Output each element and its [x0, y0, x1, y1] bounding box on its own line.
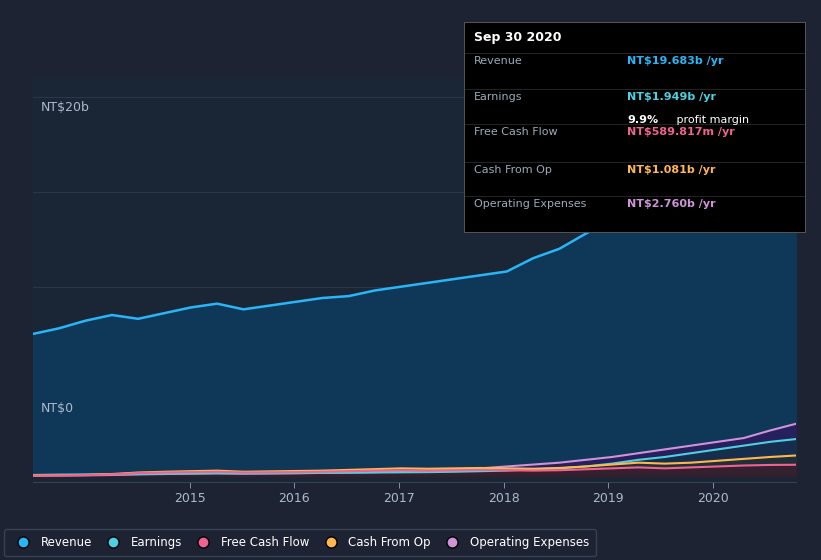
Text: Free Cash Flow: Free Cash Flow: [474, 128, 557, 137]
Text: Revenue: Revenue: [474, 56, 523, 66]
Text: 9.9%: 9.9%: [627, 115, 658, 125]
Text: NT$1.949b /yr: NT$1.949b /yr: [627, 92, 717, 102]
Text: NT$589.817m /yr: NT$589.817m /yr: [627, 128, 735, 137]
Text: Earnings: Earnings: [474, 92, 523, 102]
Text: NT$19.683b /yr: NT$19.683b /yr: [627, 56, 724, 66]
Text: NT$20b: NT$20b: [40, 101, 89, 114]
Text: NT$2.760b /yr: NT$2.760b /yr: [627, 199, 716, 209]
Text: NT$0: NT$0: [40, 402, 74, 415]
Text: Sep 30 2020: Sep 30 2020: [474, 31, 562, 44]
Text: Cash From Op: Cash From Op: [474, 165, 552, 175]
Text: NT$1.081b /yr: NT$1.081b /yr: [627, 165, 716, 175]
Text: profit margin: profit margin: [673, 115, 750, 125]
Legend: Revenue, Earnings, Free Cash Flow, Cash From Op, Operating Expenses: Revenue, Earnings, Free Cash Flow, Cash …: [4, 529, 596, 556]
Text: Operating Expenses: Operating Expenses: [474, 199, 586, 209]
